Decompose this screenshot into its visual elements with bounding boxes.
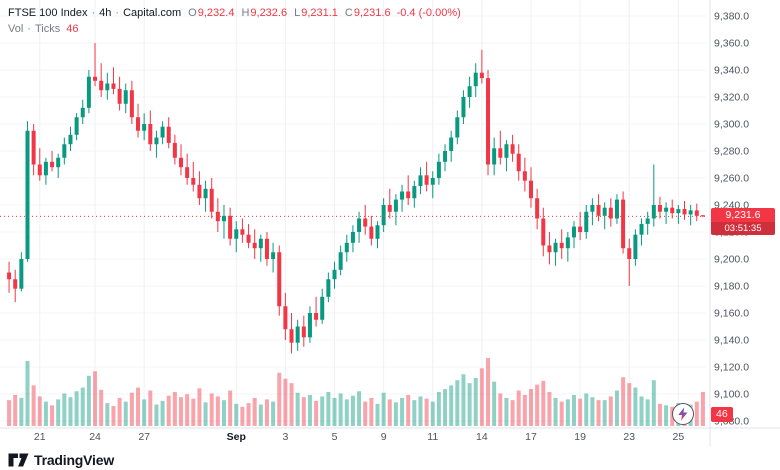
last-price-value: 9,231.6 xyxy=(725,209,761,222)
svg-text:27: 27 xyxy=(138,431,150,443)
svg-text:9,160.0: 9,160.0 xyxy=(714,308,749,320)
candles xyxy=(7,43,705,354)
svg-text:9,300.0: 9,300.0 xyxy=(714,119,749,131)
open-value: 9,232.4 xyxy=(197,7,235,19)
symbol-legend[interactable]: FTSE 100 Index · 4h · Capital.com O 9,232… xyxy=(8,7,461,19)
svg-text:9,200.0: 9,200.0 xyxy=(714,254,749,266)
high-label: H xyxy=(241,7,250,19)
svg-text:Sep: Sep xyxy=(227,431,246,443)
separator-dot: · xyxy=(91,7,96,19)
svg-text:9,360.0: 9,360.0 xyxy=(714,38,749,50)
tradingview-logo[interactable]: TradingView xyxy=(8,452,114,468)
volume-value: 46 xyxy=(66,23,79,35)
svg-text:9,180.0: 9,180.0 xyxy=(714,281,749,293)
instant-trading-button[interactable] xyxy=(672,403,694,425)
svg-text:14: 14 xyxy=(476,431,488,443)
volume-legend[interactable]: Vol · Ticks 46 xyxy=(8,23,78,35)
svg-text:23: 23 xyxy=(623,431,635,443)
exchange-label[interactable]: Capital.com xyxy=(123,7,182,19)
svg-text:3: 3 xyxy=(282,431,288,443)
svg-text:21: 21 xyxy=(34,431,46,443)
low-value: 9,231.1 xyxy=(301,7,338,19)
volume-axis-badge: 46 xyxy=(711,407,733,422)
svg-text:9,140.0: 9,140.0 xyxy=(714,335,749,347)
svg-text:9,260.0: 9,260.0 xyxy=(714,173,749,185)
volume-bars xyxy=(7,358,705,426)
svg-text:9: 9 xyxy=(381,431,387,443)
svg-text:25: 25 xyxy=(673,431,685,443)
svg-text:17: 17 xyxy=(525,431,537,443)
open-label: O xyxy=(188,7,197,19)
high-value: 9,232.6 xyxy=(250,7,288,19)
separator-dot: · xyxy=(115,7,120,19)
low-label: L xyxy=(294,7,301,19)
svg-text:24: 24 xyxy=(89,431,101,443)
tradingview-logo-icon xyxy=(8,453,29,467)
lightning-bolt-icon xyxy=(678,407,688,421)
symbol-title[interactable]: FTSE 100 Index xyxy=(8,7,88,19)
svg-text:9,120.0: 9,120.0 xyxy=(714,362,749,374)
svg-text:9,340.0: 9,340.0 xyxy=(714,65,749,77)
volume-label: Vol xyxy=(8,23,24,35)
svg-text:9,320.0: 9,320.0 xyxy=(714,92,749,104)
tradingview-logo-text: TradingView xyxy=(34,452,115,468)
close-value: 9,231.6 xyxy=(353,7,391,19)
svg-text:5: 5 xyxy=(332,431,338,443)
svg-text:9,380.0: 9,380.0 xyxy=(714,11,749,23)
change-value: -0.4 (-0.00%) xyxy=(396,7,461,19)
svg-text:19: 19 xyxy=(574,431,586,443)
grid-lines xyxy=(0,0,706,428)
interval-label[interactable]: 4h xyxy=(99,7,112,19)
time-axis-labels[interactable]: 21 24 27 Sep 3 5 9 11 14 17 19 23 25 xyxy=(34,431,684,443)
volume-type-label: Ticks xyxy=(34,23,61,35)
close-label: C xyxy=(344,7,353,19)
svg-text:9,100.0: 9,100.0 xyxy=(714,389,749,401)
bar-countdown: 03:51:35 xyxy=(711,222,775,236)
separator-dot: · xyxy=(27,23,31,35)
svg-text:9,280.0: 9,280.0 xyxy=(714,146,749,158)
last-price-badge: 9,231.6 03:51:35 xyxy=(711,208,775,236)
svg-text:11: 11 xyxy=(427,431,438,443)
